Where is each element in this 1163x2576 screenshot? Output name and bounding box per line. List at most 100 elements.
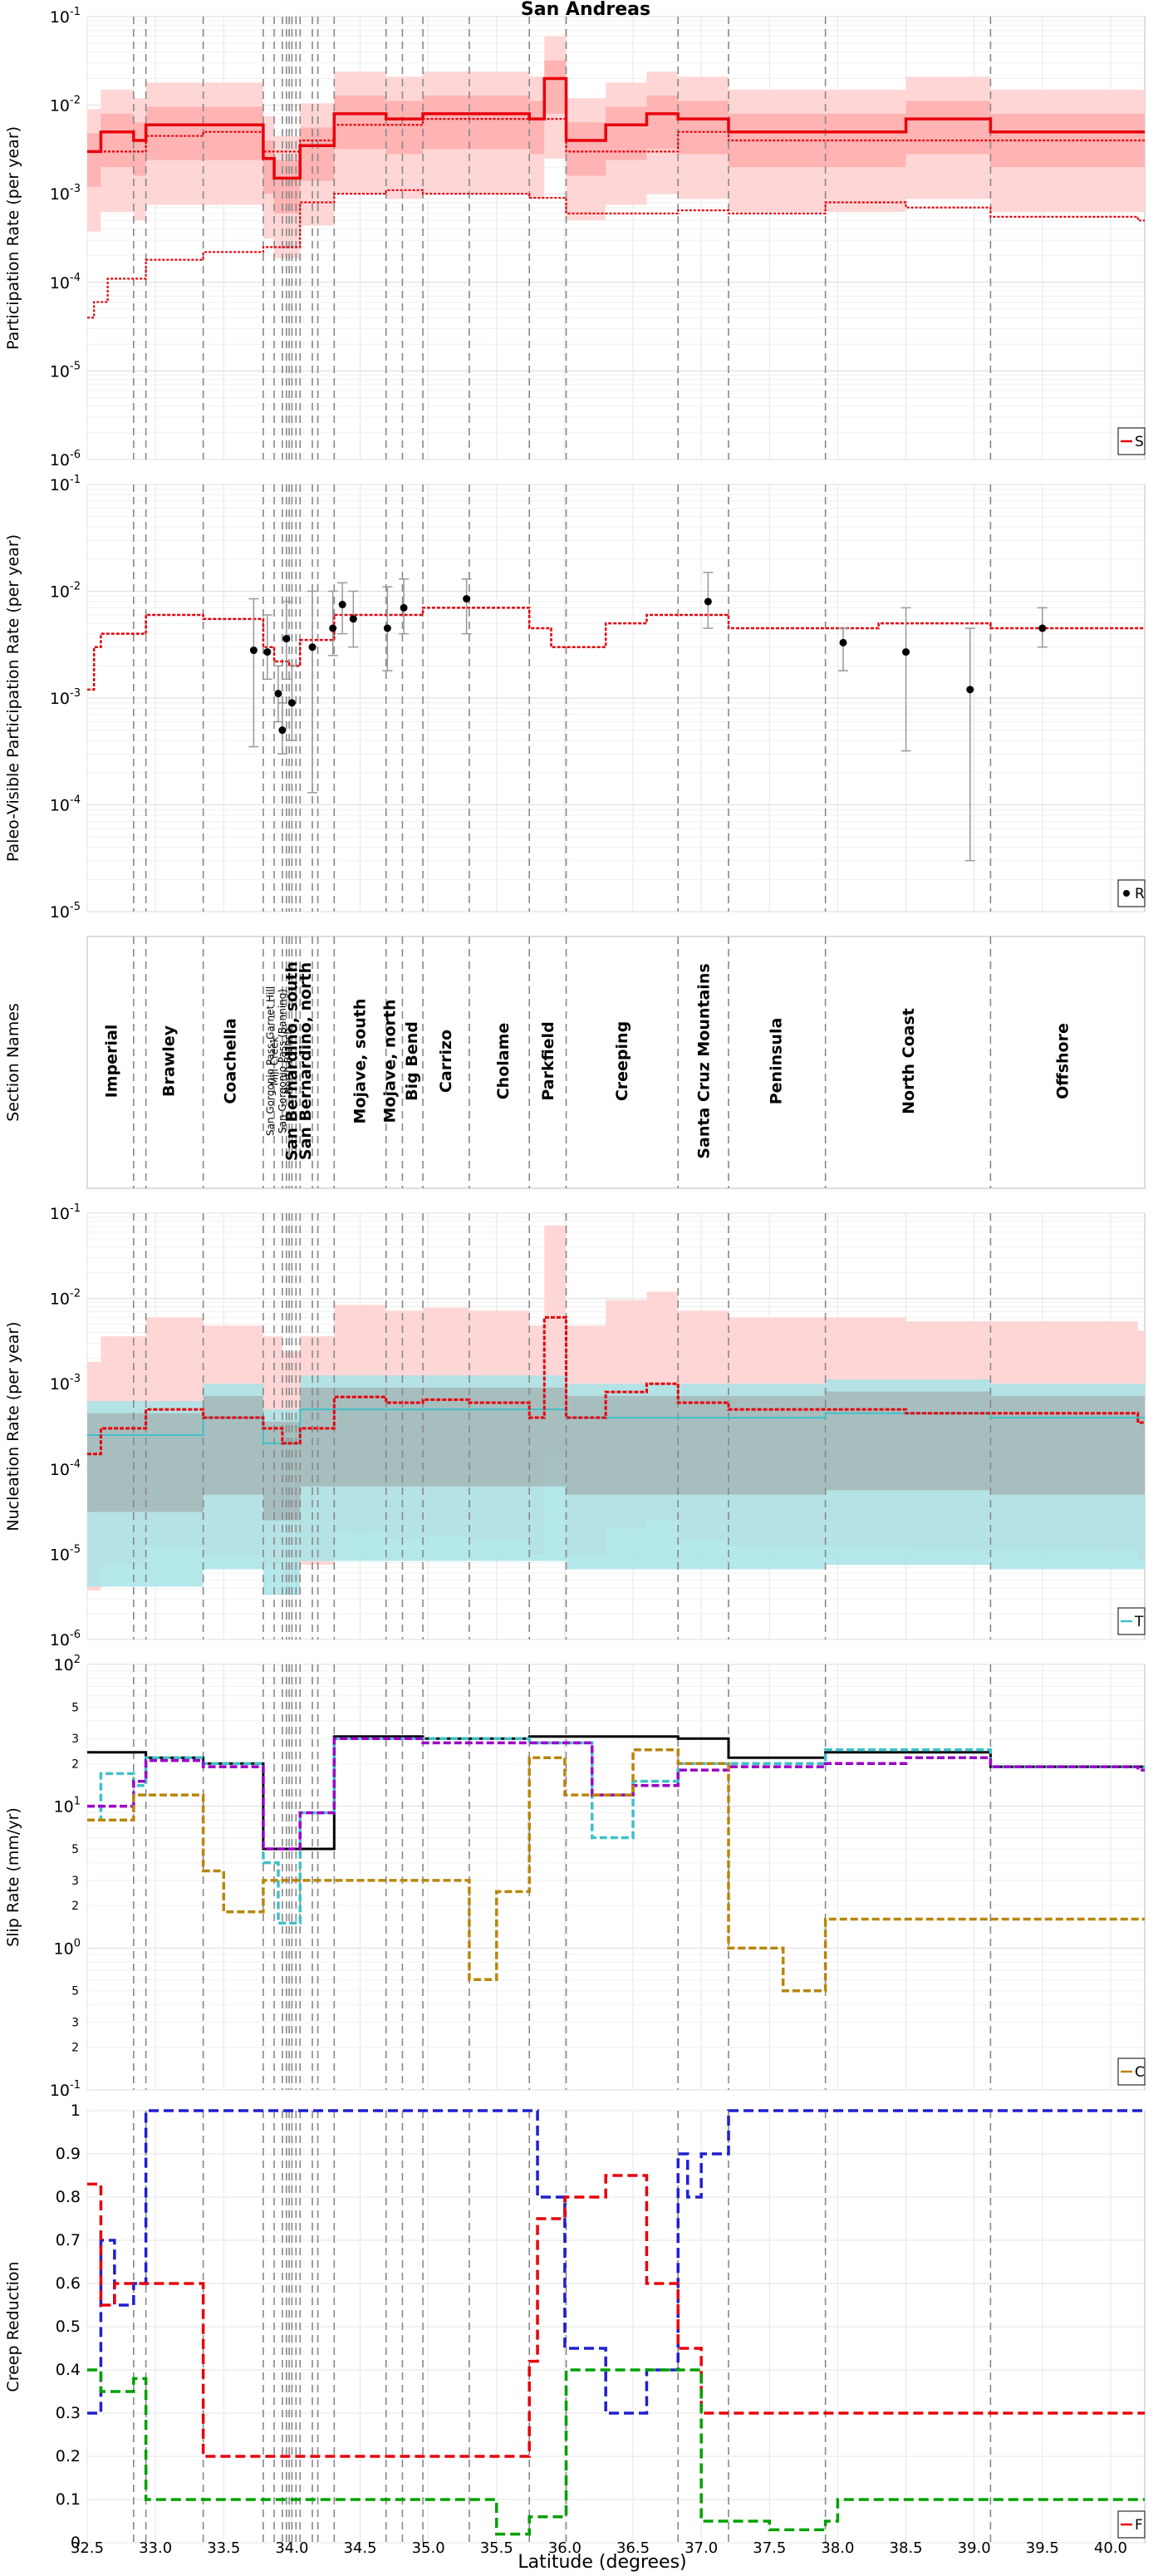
section-name-label: Mill Creek bbox=[268, 1036, 280, 1085]
creep-panel: Creep Reduction 0 0.1 0.2 0.3 0.4 0.5 0.6 0.7 0.8… bbox=[4, 2102, 1146, 2552]
paleo-y-tick-label: 10-5 bbox=[50, 901, 81, 922]
section-name-label: Santa Cruz Mountains bbox=[694, 963, 713, 1158]
creep-green-line bbox=[87, 2368, 1145, 2536]
x-tick-label: 39.0 bbox=[958, 2539, 991, 2557]
x-axis-ticks: 32.5 33.0 33.5 34.0 34.5 35.0 35.5 36.0 36.5 37.0… bbox=[71, 2539, 1127, 2557]
participation-y-axis-label: Participation Rate (per year) bbox=[4, 126, 22, 350]
section-name-label: Big Bend bbox=[403, 1021, 421, 1101]
creep-y-axis-label: Creep Reduction bbox=[4, 2261, 22, 2392]
section-name-label: Cholame bbox=[494, 1023, 513, 1100]
slip-rate-y-minor-tick-label: 3 bbox=[71, 1875, 79, 1888]
panels: Participation Rate (per year) 10-6 10-5 10-… bbox=[4, 6, 1146, 2552]
creep-y-tick-label: 1 bbox=[71, 2102, 81, 2120]
participation-y-tick-label: 10-6 bbox=[50, 449, 81, 469]
slip-rate-plot-area bbox=[86, 1664, 1146, 2091]
participation-inner-band bbox=[87, 60, 1145, 214]
section-name-label: Mojave, north bbox=[381, 1000, 400, 1123]
paleo-y-tick-label: 10-3 bbox=[50, 687, 81, 708]
nucleation-model-line bbox=[87, 1315, 1145, 1456]
nucleation-y-tick-label: 10-2 bbox=[50, 1288, 81, 1309]
paleo-data-point bbox=[329, 624, 337, 632]
slip-rate-model-magenta-line bbox=[87, 1737, 1145, 1851]
slip-rate-y-tick-label: 101 bbox=[54, 1796, 81, 1816]
x-tick-label: 36.0 bbox=[548, 2539, 582, 2557]
creep-y-tick-label: 0.2 bbox=[56, 2447, 81, 2465]
creep-y-tick-label: 0.4 bbox=[56, 2361, 81, 2379]
slip-rate-y-minor-tick-label: 3 bbox=[71, 2017, 79, 2030]
participation-lower-line bbox=[87, 189, 1145, 319]
creep-y-tick-label: 0.3 bbox=[56, 2404, 81, 2422]
section-name-label: Parkfield bbox=[539, 1021, 557, 1100]
x-tick-label: 40.0 bbox=[1094, 2539, 1127, 2557]
participation-y-tick-label: 10-2 bbox=[50, 95, 81, 116]
x-tick-label: 33.0 bbox=[139, 2539, 172, 2557]
nucleation-y-tick-label: 10-4 bbox=[50, 1458, 81, 1479]
nucleation-y-axis-label: Nucleation Rate (per year) bbox=[4, 1321, 22, 1531]
x-tick-label: 34.0 bbox=[275, 2539, 308, 2557]
paleo-model-line bbox=[87, 607, 1145, 691]
x-axis-label: Latitude (degrees) bbox=[518, 2552, 686, 2573]
section-name-label: Peninsula bbox=[768, 1018, 786, 1105]
creep-y-tick-label: 0 bbox=[71, 2534, 81, 2552]
sections-y-axis-label: Section Names bbox=[4, 1003, 22, 1122]
paleo-y-tick-label: 10-1 bbox=[50, 474, 81, 494]
creep-blue-line bbox=[87, 2109, 1145, 2415]
participation-y-tick-label: 10-4 bbox=[50, 272, 81, 293]
creep-y-tick-label: 0.5 bbox=[56, 2318, 81, 2336]
section-name-label: Carrizo bbox=[437, 1030, 455, 1093]
paleo-y-tick-label: 10-4 bbox=[50, 794, 81, 815]
x-tick-label: 36.5 bbox=[616, 2539, 650, 2557]
x-tick-label: 37.5 bbox=[753, 2539, 786, 2557]
x-tick-label: 35.5 bbox=[480, 2539, 513, 2557]
slip-rate-y-axis-label: Slip Rate (mm/yr) bbox=[4, 1807, 22, 1947]
participation-y-tick-label: 10-5 bbox=[50, 360, 81, 381]
creep-y-tick-label: 0.6 bbox=[56, 2274, 81, 2293]
nucleation-overlap-band bbox=[87, 1387, 1145, 1521]
section-name-label: San Bernardino, south bbox=[282, 961, 301, 1161]
section-name-label: San Bernardino, north bbox=[297, 962, 315, 1160]
paleo-data-point bbox=[249, 646, 258, 655]
x-tick-label: 38.5 bbox=[890, 2539, 923, 2557]
slip-rate-y-minor-tick-label: 5 bbox=[71, 1985, 79, 1998]
paleo-data-point bbox=[1038, 624, 1047, 632]
slip-rate-y-minor-tick-label: 2 bbox=[71, 1900, 79, 1913]
paleo-legend bbox=[1117, 879, 1146, 907]
slip-rate-y-minor-tick-label: 5 bbox=[71, 1843, 79, 1856]
nucleation-y-tick-label: 10-3 bbox=[50, 1373, 81, 1394]
paleo-data-point bbox=[274, 690, 282, 698]
x-tick-label: 33.5 bbox=[207, 2539, 240, 2557]
x-tick-label: 37.0 bbox=[685, 2539, 718, 2557]
creep-red-line bbox=[87, 2174, 1145, 2458]
x-tick-label: 32.5 bbox=[71, 2539, 104, 2557]
nucleation-legend-label: T bbox=[1134, 1614, 1144, 1630]
section-name-label: North Coast bbox=[900, 1008, 918, 1114]
section-name-label: Offshore bbox=[1053, 1023, 1072, 1099]
creep-y-tick-label: 0.9 bbox=[56, 2145, 81, 2163]
nucleation-y-tick-label: 10-5 bbox=[50, 1543, 81, 1564]
paleo-data-point bbox=[704, 597, 712, 606]
creep-y-tick-label: 0.1 bbox=[56, 2490, 81, 2509]
slip-rate-y-minor-tick-label: 3 bbox=[71, 1733, 79, 1746]
paleo-data-point bbox=[278, 726, 287, 735]
paleo-y-axis-label: Paleo-Visible Participation Rate (per ye… bbox=[4, 534, 22, 862]
paleo-data-point bbox=[349, 615, 357, 623]
slip-rate-legend bbox=[1117, 2057, 1146, 2086]
participation-y-tick-label: 10-1 bbox=[50, 6, 81, 27]
paleo-data-point bbox=[400, 603, 408, 612]
slip-rate-legend-label: C bbox=[1135, 2064, 1145, 2081]
paleo-data-point bbox=[902, 648, 910, 656]
slip-rate-y-tick-label: 10-1 bbox=[50, 2079, 81, 2100]
paleo-data-point bbox=[308, 643, 317, 651]
nucleation-y-tick-label: 10-6 bbox=[50, 1629, 81, 1649]
paleo-data-point bbox=[839, 638, 847, 646]
x-tick-label: 38.0 bbox=[821, 2539, 854, 2557]
creep-y-tick-label: 0.7 bbox=[56, 2231, 81, 2249]
x-tick-label: 35.0 bbox=[412, 2539, 445, 2557]
participation-y-tick-label: 10-3 bbox=[50, 183, 81, 204]
paleo-data-point bbox=[966, 686, 974, 694]
section-name-label: Brawley bbox=[160, 1025, 179, 1097]
slip-rate-creep-gold-line bbox=[87, 1748, 1145, 1993]
section-name-label: Creeping bbox=[613, 1021, 631, 1101]
paleo-data-point bbox=[287, 699, 296, 707]
paleo-y-tick-label: 10-2 bbox=[50, 581, 81, 602]
